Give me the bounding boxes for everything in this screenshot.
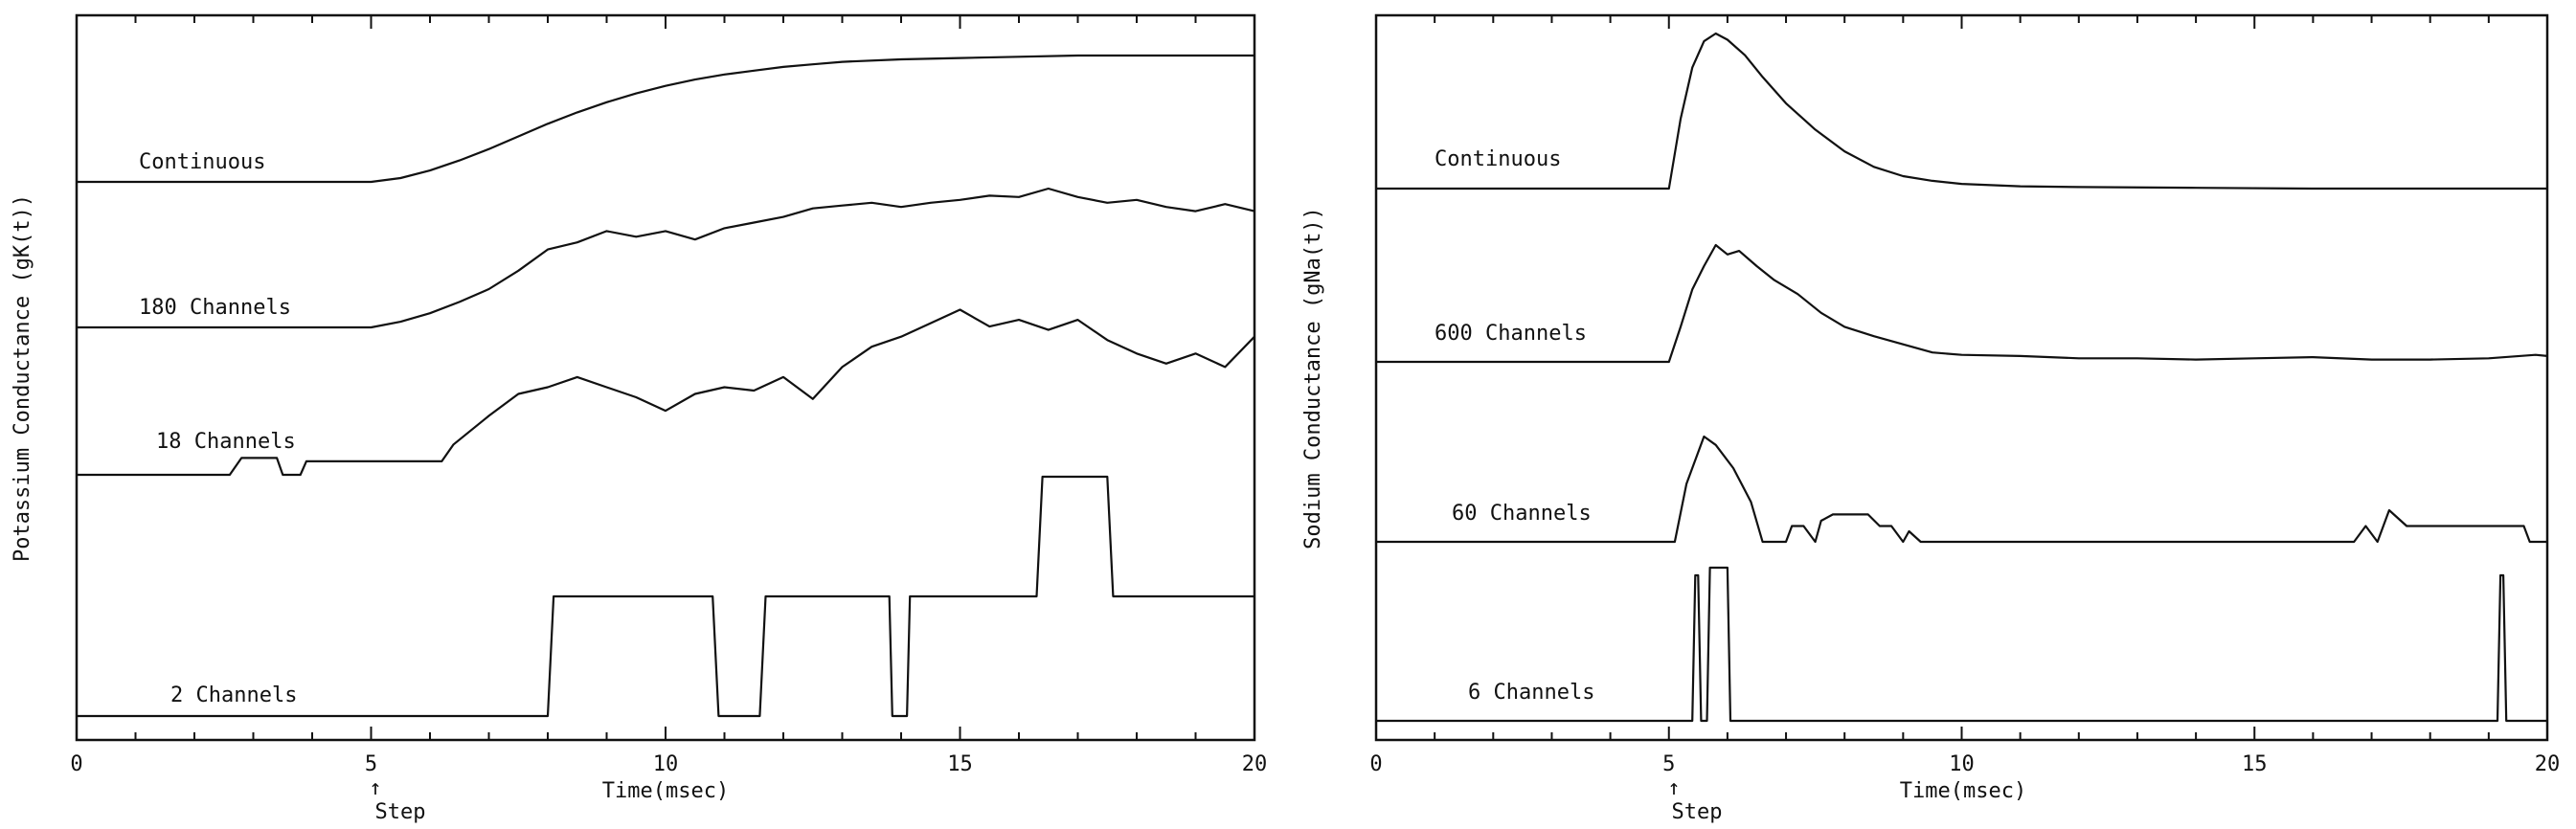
potassium-x-tick-label: 0 [70,752,82,776]
potassium-x-axis-label: Time(msec) [602,779,729,803]
sodium-x-axis-label: Time(msec) [1900,779,2026,803]
sodium-y-axis-label: Sodium Conductance (gNa(t)) [1301,207,1325,549]
potassium-series-label-4: 2 Channels [170,683,297,707]
potassium-x-ticks: 0 5 10 15 20 [70,15,1267,776]
potassium-x-tick-label: 20 [1242,752,1268,776]
sodium-series-label-2: 600 Channels [1435,322,1587,346]
potassium-series-line-1 [77,54,1254,184]
sodium-step-label: Step [1672,800,1723,824]
sodium-series-label-4: 6 Channels [1468,681,1594,705]
sodium-x-tick-label: 0 [1369,752,1382,776]
sodium-series-labels: Continuous 600 Channels 60 Channels 6 Chann… [1435,147,1594,705]
potassium-series-line-2 [77,187,1255,329]
potassium-step-label: Step [375,800,426,824]
potassium-plot-frame [75,13,1256,742]
potassium-series-labels: Continuous 180 Channels 18 Channels 2 Chann… [139,150,297,707]
potassium-series-line-3 [77,308,1255,477]
sodium-series-line-2 [1376,243,2548,364]
potassium-series-label-1: Continuous [139,150,265,174]
potassium-x-tick-label: 5 [365,752,377,776]
sodium-x-tick-label: 15 [2242,752,2268,776]
potassium-x-tick-label: 10 [653,752,679,776]
potassium-series-label-2: 180 Channels [139,296,291,320]
sodium-series-line-4 [1376,566,2547,723]
sodium-panel: 0 5 10 15 20 Continuous 600 Channels 60 Channe… [1301,13,2560,824]
sodium-series-label-3: 60 Channels [1452,502,1592,526]
sodium-x-tick-label: 20 [2535,752,2561,776]
sodium-series-label-1: Continuous [1435,147,1561,171]
potassium-series-label-3: 18 Channels [156,430,296,454]
sodium-step-arrow: ↑ [1667,776,1680,800]
sodium-x-tick-label: 5 [1662,752,1675,776]
sodium-x-tick-label: 10 [1949,752,1975,776]
sodium-plot-frame [1374,13,2549,742]
potassium-step-arrow: ↑ [369,776,381,800]
potassium-series-line-4 [77,475,1254,718]
potassium-panel: 0 5 10 15 20 Continuous 180 Channels 18 Channe… [11,13,1267,824]
potassium-traces [77,54,1255,718]
sodium-traces [1376,32,2548,723]
sodium-series-line-1 [1376,32,2547,190]
potassium-x-tick-label: 15 [947,752,973,776]
sodium-x-ticks: 0 5 10 15 20 [1369,15,2560,776]
sodium-series-line-3 [1376,435,2547,544]
potassium-y-axis-label: Potassium Conductance (gK(t)) [11,194,34,562]
